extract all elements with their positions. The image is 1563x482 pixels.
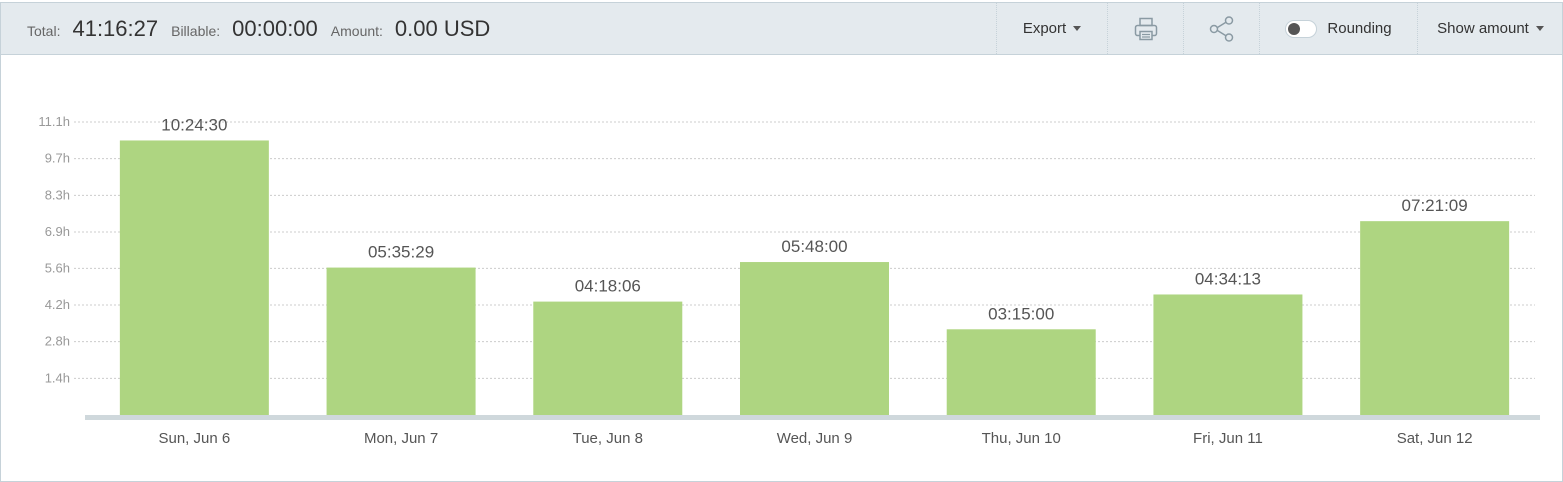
rounding-switch[interactable] bbox=[1285, 19, 1318, 38]
print-button[interactable] bbox=[1107, 3, 1183, 54]
total-label: Total: bbox=[27, 22, 61, 39]
bar bbox=[1360, 221, 1510, 415]
x-tick-label: Wed, Jun 9 bbox=[777, 430, 853, 447]
export-label: Export bbox=[1022, 20, 1067, 37]
data-label: 10:24:30 bbox=[161, 115, 227, 134]
data-label: 04:18:06 bbox=[575, 277, 641, 296]
rounding-toggle[interactable]: Rounding bbox=[1259, 3, 1417, 54]
data-label: 07:21:09 bbox=[1402, 196, 1468, 215]
data-label: 05:48:00 bbox=[781, 237, 847, 256]
x-tick-label: Sun, Jun 6 bbox=[158, 430, 230, 447]
billable-value: 00:00:00 bbox=[232, 15, 318, 41]
bar bbox=[740, 262, 889, 415]
y-tick-label: 4.2h bbox=[45, 297, 70, 312]
chevron-down-icon bbox=[1535, 26, 1544, 31]
x-tick-label: Fri, Jun 11 bbox=[1193, 430, 1263, 447]
x-tick-label: Thu, Jun 10 bbox=[982, 430, 1061, 447]
y-tick-label: 9.7h bbox=[45, 151, 70, 166]
share-icon bbox=[1209, 15, 1233, 42]
bar bbox=[1153, 294, 1303, 415]
show-amount-dropdown[interactable]: Show amount bbox=[1417, 3, 1563, 54]
y-tick-label: 8.3h bbox=[45, 187, 70, 202]
amount-label: Amount: bbox=[330, 22, 383, 39]
y-tick-label: 1.4h bbox=[45, 370, 70, 385]
bar bbox=[946, 329, 1096, 415]
data-label: 05:35:29 bbox=[368, 243, 434, 262]
y-tick-label: 11.1h bbox=[38, 114, 70, 129]
bar bbox=[119, 140, 269, 415]
share-button[interactable] bbox=[1183, 3, 1259, 54]
chevron-down-icon bbox=[1073, 26, 1082, 31]
report-toolbar: Total: 41:16:27 Billable: 00:00:00 Amoun… bbox=[1, 3, 1562, 55]
y-tick-label: 6.9h bbox=[45, 224, 70, 239]
x-tick-label: Sat, Jun 12 bbox=[1397, 430, 1473, 447]
print-icon bbox=[1134, 17, 1157, 40]
export-dropdown[interactable]: Export bbox=[996, 3, 1107, 54]
switch-knob bbox=[1288, 22, 1301, 35]
amount-value: 0.00 USD bbox=[394, 15, 491, 41]
billable-label: Billable: bbox=[171, 22, 221, 39]
bar bbox=[326, 267, 476, 415]
data-label: 04:34:13 bbox=[1195, 269, 1261, 288]
data-label: 03:15:00 bbox=[988, 304, 1054, 323]
rounding-label: Rounding bbox=[1327, 20, 1392, 37]
total-value: 41:16:27 bbox=[72, 15, 159, 41]
x-tick-label: Tue, Jun 8 bbox=[573, 430, 643, 447]
show-amount-label: Show amount bbox=[1437, 20, 1529, 37]
y-tick-label: 5.6h bbox=[45, 260, 70, 275]
totals-summary: Total: 41:16:27 Billable: 00:00:00 Amoun… bbox=[27, 3, 503, 54]
y-tick-label: 2.8h bbox=[45, 334, 70, 349]
x-tick-label: Mon, Jun 7 bbox=[364, 430, 438, 447]
x-axis-baseline bbox=[85, 415, 1540, 420]
bar bbox=[533, 301, 683, 415]
